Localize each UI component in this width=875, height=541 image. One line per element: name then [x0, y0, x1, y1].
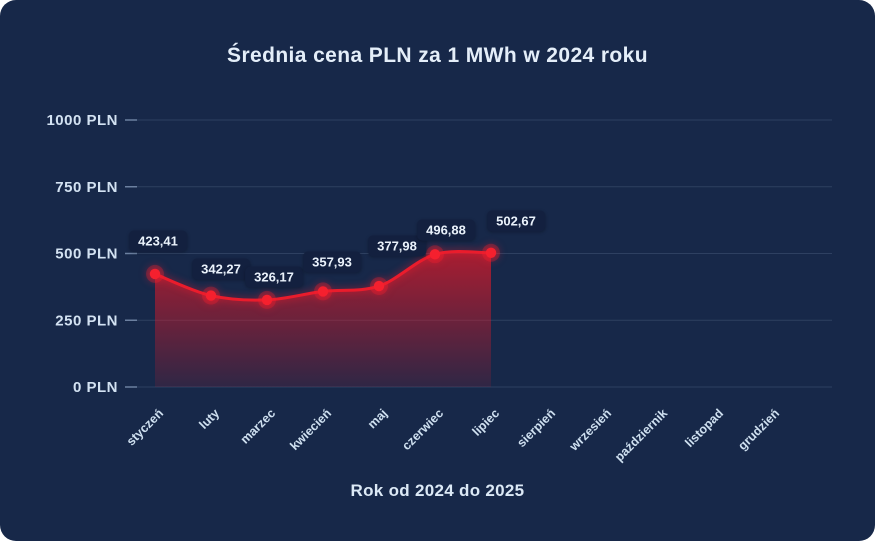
x-axis-month-label: styczeń: [124, 406, 166, 448]
y-axis-tick-label: 1000 PLN: [46, 112, 118, 129]
y-axis-tick-label: 750 PLN: [55, 179, 118, 196]
area-fill: [155, 251, 491, 387]
y-axis-tick-label: 250 PLN: [55, 312, 118, 329]
x-axis-month-label: czerwiec: [399, 406, 446, 453]
data-point-marker[interactable]: [261, 294, 273, 306]
x-axis-month-label: wrzesień: [566, 406, 614, 454]
data-point-marker[interactable]: [485, 247, 497, 258]
x-axis-month-label: listopad: [682, 406, 726, 450]
x-axis-month-label: maj: [365, 406, 390, 431]
data-point-marker[interactable]: [317, 286, 329, 297]
chart-title: Średnia cena PLN za 1 MWh w 2024 roku: [227, 44, 648, 67]
data-point-marker[interactable]: [429, 249, 441, 260]
data-point-marker[interactable]: [373, 280, 385, 292]
x-axis-title: Rok od 2024 do 2025: [350, 481, 525, 500]
data-point-marker[interactable]: [149, 268, 161, 280]
x-axis-month-label: luty: [196, 406, 222, 432]
data-point-marker[interactable]: [205, 290, 217, 301]
x-axis-month-label: kwiecień: [287, 406, 334, 453]
y-axis-tick-label: 500 PLN: [55, 246, 118, 263]
y-axis-tick-label: 0 PLN: [73, 379, 118, 396]
x-axis-month-label: sierpień: [514, 406, 558, 450]
price-line-group: [146, 243, 500, 309]
x-axis-month-label: październik: [612, 406, 670, 464]
x-axis-month-label: grudzień: [735, 406, 782, 453]
x-axis-month-label: marzec: [238, 406, 278, 446]
x-axis-month-label: lipiec: [470, 406, 503, 439]
